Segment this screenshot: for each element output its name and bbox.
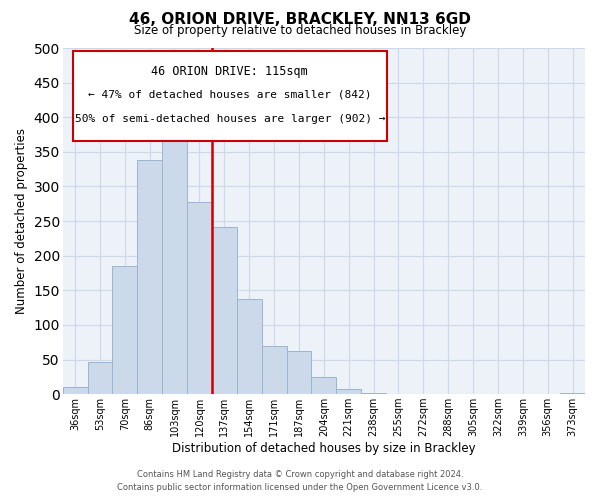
Bar	[262, 346, 287, 394]
Text: 50% of semi-detached houses are larger (902) →: 50% of semi-detached houses are larger (…	[74, 114, 385, 124]
Text: 46, ORION DRIVE, BRACKLEY, NN13 6GD: 46, ORION DRIVE, BRACKLEY, NN13 6GD	[129, 12, 471, 28]
Text: ← 47% of detached houses are smaller (842): ← 47% of detached houses are smaller (84…	[88, 90, 371, 100]
Bar	[560, 393, 585, 394]
Bar	[311, 377, 336, 394]
Bar	[237, 300, 262, 394]
Bar	[162, 117, 187, 394]
Bar	[336, 388, 361, 394]
Bar	[361, 393, 386, 394]
Text: 46 ORION DRIVE: 115sqm: 46 ORION DRIVE: 115sqm	[151, 66, 308, 78]
Y-axis label: Number of detached properties: Number of detached properties	[15, 128, 28, 314]
Bar	[287, 351, 311, 394]
X-axis label: Distribution of detached houses by size in Brackley: Distribution of detached houses by size …	[172, 442, 476, 455]
FancyBboxPatch shape	[73, 52, 386, 142]
Text: Contains HM Land Registry data © Crown copyright and database right 2024.
Contai: Contains HM Land Registry data © Crown c…	[118, 470, 482, 492]
Bar	[112, 266, 137, 394]
Bar	[88, 362, 112, 394]
Bar	[63, 387, 88, 394]
Bar	[187, 202, 212, 394]
Bar	[212, 226, 237, 394]
Text: Size of property relative to detached houses in Brackley: Size of property relative to detached ho…	[134, 24, 466, 37]
Bar	[137, 160, 162, 394]
